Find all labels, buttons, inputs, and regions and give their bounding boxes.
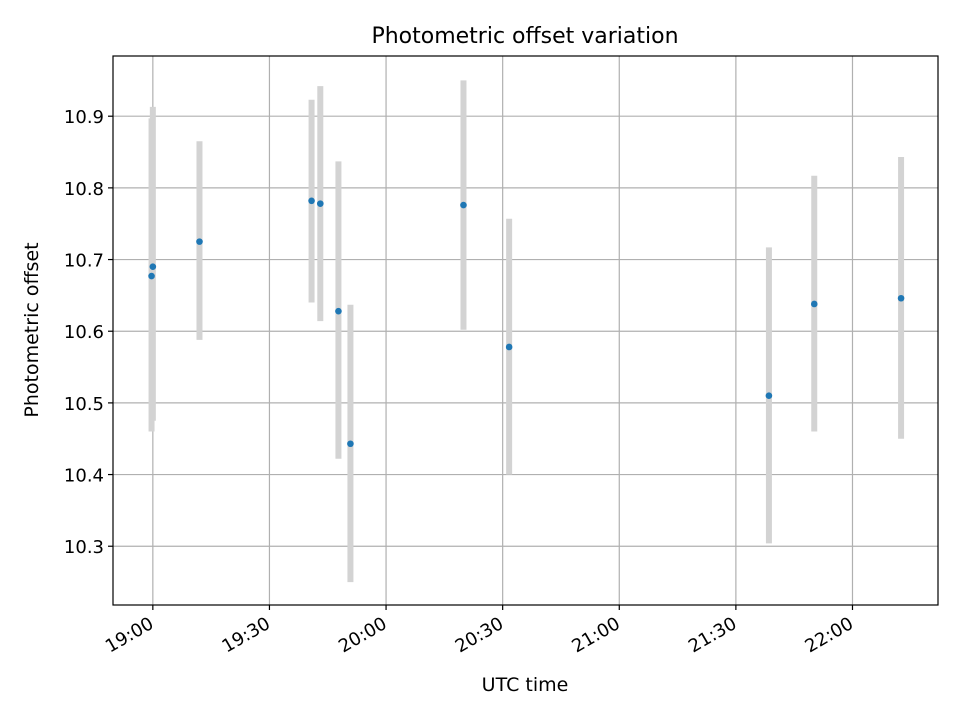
data-point <box>765 392 773 400</box>
y-tick-label: 10.9 <box>64 107 104 128</box>
data-point <box>148 272 155 280</box>
y-tick-label: 10.6 <box>64 322 104 343</box>
grid-lines <box>113 56 938 605</box>
x-axis-label: UTC time <box>482 674 569 696</box>
plot-frame <box>112 55 939 606</box>
y-axis-label: Photometric offset <box>21 242 43 417</box>
data-point <box>308 197 315 205</box>
data-point <box>505 343 513 351</box>
data-points <box>148 197 905 448</box>
data-point <box>460 201 467 209</box>
y-tick-label: 10.5 <box>64 394 104 415</box>
data-point <box>335 307 342 315</box>
y-tick-label: 10.7 <box>64 251 104 272</box>
data-point <box>897 294 905 302</box>
data-point <box>317 200 324 207</box>
y-axis-ticks: 10.3 10.4 10.5 10.6 10.7 10.8 10.9 <box>64 107 113 558</box>
y-tick-label: 10.4 <box>64 466 104 487</box>
data-point <box>810 300 818 308</box>
y-tick-label: 10.8 <box>64 179 104 200</box>
data-point <box>196 238 203 245</box>
y-tick-label: 10.3 <box>64 537 104 558</box>
data-point <box>149 263 157 271</box>
chart-title: Photometric offset variation <box>371 24 678 49</box>
data-point <box>347 440 354 448</box>
